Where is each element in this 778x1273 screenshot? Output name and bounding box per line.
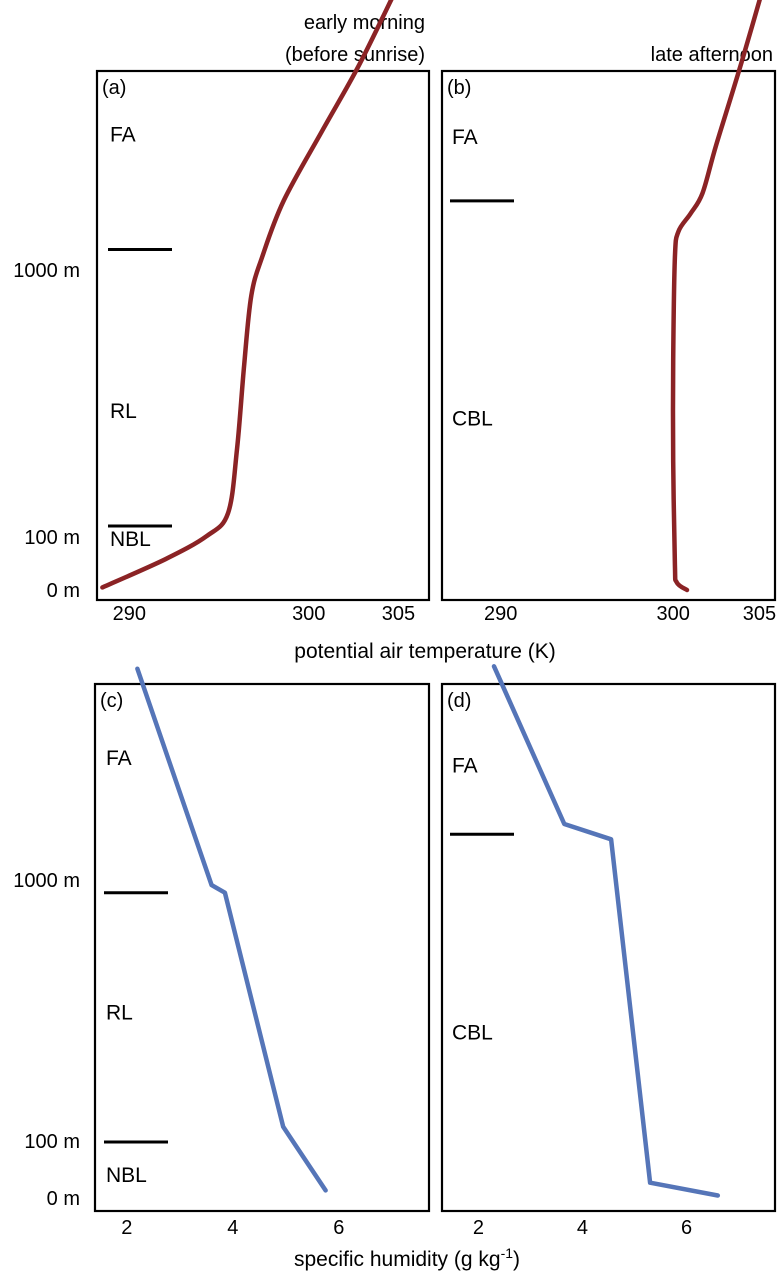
ytick-0m-top: 0 m [47,580,80,602]
panel-title-line: early morning [304,12,425,34]
x-tick-label: 4 [577,1217,588,1239]
panel-label: (c) [100,690,123,712]
temperature-profile-line [670,0,762,593]
panel-d: (d) 2 4 6 FA CBL [440,664,777,1239]
bottom-x-axis-title: specific humidity (g kg-1) [294,1245,520,1271]
ytick-1000m-bottom: 1000 m [13,870,80,892]
layer-label-fa: FA [452,755,478,778]
x-tick-label: 305 [382,603,415,625]
bottom-x-axis-title-sup: -1 [501,1245,514,1261]
panel-label: (d) [447,690,471,712]
panel-label: (b) [447,77,471,99]
panel-a: (a) early morning (before sunrise) 290 300 30… [95,0,431,625]
panel-title-line: late afternoon [651,44,773,66]
bottom-x-axis-title-end: ) [513,1248,520,1271]
panel-label: (a) [102,77,126,99]
panel-frame [440,69,777,602]
layer-label-nbl: NBL [110,528,151,551]
temperature-profile-line [100,0,394,590]
layer-label-rl: RL [106,1001,133,1024]
layer-label-fa: FA [452,126,478,149]
x-tick-label: 2 [121,1217,132,1239]
panel-frame [440,682,777,1213]
panel-c: (c) 2 4 6 FA RL NBL [93,666,431,1239]
panel-b: (b) late afternoon 290 300 305 FA CBL [440,0,777,625]
layer-label-fa: FA [110,123,136,146]
panel-frame [93,682,431,1213]
x-tick-label: 290 [113,603,146,625]
humidity-profile-line [491,664,721,1198]
x-tick-label: 300 [657,603,690,625]
humidity-profile-line [135,666,328,1193]
layer-label-cbl: CBL [452,407,493,430]
x-tick-label: 6 [681,1217,692,1239]
panels: (a) early morning (before sunrise) 290 300 30… [93,0,777,1239]
layer-label-nbl: NBL [106,1164,147,1187]
x-tick-label: 6 [333,1217,344,1239]
layer-label-fa: FA [106,747,132,770]
panel-title-line: (before sunrise) [285,44,425,66]
ytick-0m-bottom: 0 m [47,1188,80,1210]
layer-label-cbl: CBL [452,1022,493,1045]
x-tick-label: 300 [292,603,325,625]
x-tick-label: 290 [484,603,517,625]
x-tick-label: 305 [743,603,776,625]
x-tick-label: 2 [473,1217,484,1239]
x-tick-label: 4 [227,1217,238,1239]
bottom-x-axis-title-main: specific humidity (g kg [294,1248,501,1271]
top-x-axis-title: potential air temperature (K) [294,640,555,663]
y-axes: 0 m 100 m 1000 m 0 m 100 m 1000 m [13,260,80,1210]
ytick-100m-bottom: 100 m [24,1131,80,1153]
ytick-1000m-top: 1000 m [13,260,80,282]
ytick-100m-top: 100 m [24,527,80,549]
panel-frame [95,69,431,602]
layer-label-rl: RL [110,400,137,423]
